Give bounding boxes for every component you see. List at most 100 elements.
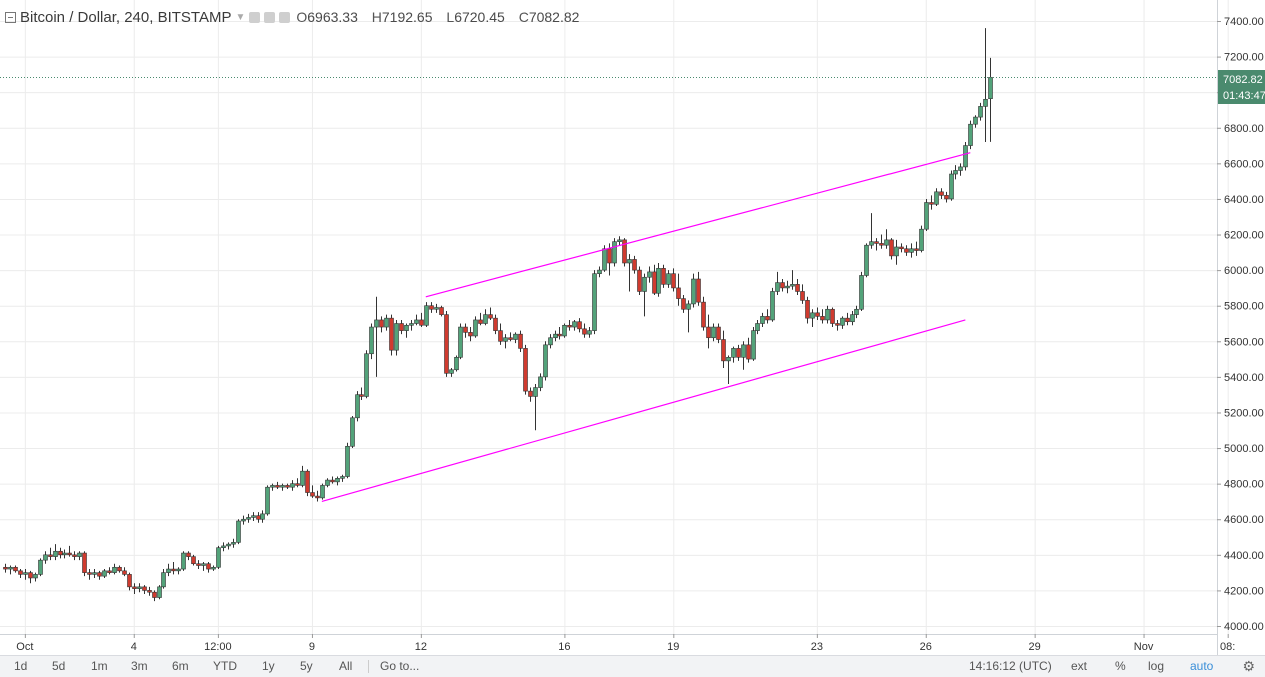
candle[interactable] (953, 165, 958, 180)
candle[interactable] (755, 319, 760, 335)
candle[interactable] (854, 305, 859, 319)
candle[interactable] (508, 332, 513, 342)
candle[interactable] (241, 515, 246, 525)
candle[interactable] (795, 279, 800, 296)
candle[interactable] (830, 307, 835, 328)
candle[interactable] (567, 319, 572, 331)
candle[interactable] (127, 572, 132, 591)
candle[interactable] (3, 563, 8, 573)
candle[interactable] (449, 367, 454, 377)
candle[interactable] (43, 551, 48, 564)
eye-icon[interactable] (249, 11, 261, 23)
candle[interactable] (176, 567, 181, 575)
candle[interactable] (186, 551, 191, 561)
candle[interactable] (285, 483, 290, 489)
candle[interactable] (736, 344, 741, 361)
candle[interactable] (557, 327, 562, 340)
range-button-1d[interactable]: 1d (14, 659, 28, 673)
candle[interactable] (919, 225, 924, 253)
candle[interactable] (894, 239, 899, 265)
candle[interactable] (810, 309, 815, 328)
candle[interactable] (157, 585, 162, 600)
candle[interactable] (978, 102, 983, 121)
candle[interactable] (473, 316, 478, 338)
candle[interactable] (191, 554, 196, 566)
candle[interactable] (647, 266, 652, 283)
candle[interactable] (785, 280, 790, 294)
candle[interactable] (18, 569, 23, 578)
candle[interactable] (444, 311, 449, 377)
candle[interactable] (721, 330, 726, 368)
candle[interactable] (379, 316, 384, 333)
candle[interactable] (691, 273, 696, 308)
candle[interactable] (305, 469, 310, 497)
auto-toggle[interactable]: auto (1190, 659, 1214, 673)
candle[interactable] (211, 565, 216, 571)
candle[interactable] (226, 542, 231, 550)
clock-readout[interactable]: 14:16:12 (UTC) (969, 659, 1052, 673)
candle[interactable] (355, 391, 360, 422)
candle[interactable] (265, 485, 270, 516)
candle[interactable] (132, 583, 137, 594)
candle[interactable] (122, 567, 127, 577)
candle[interactable] (676, 273, 681, 306)
candle[interactable] (934, 188, 939, 207)
candle[interactable] (221, 542, 226, 552)
candle[interactable] (498, 323, 503, 345)
candle[interactable] (706, 314, 711, 349)
candle[interactable] (825, 305, 830, 324)
candle[interactable] (251, 512, 256, 522)
chevron-down-icon[interactable]: ▼ (235, 11, 246, 23)
time-axis[interactable]: Oct 4 12:00 9 12 16 19 23 26 29 Nov 08: (16, 634, 1235, 653)
percent-toggle[interactable]: % (1115, 659, 1126, 673)
candle[interactable] (845, 312, 850, 326)
channel-lines[interactable] (321, 152, 971, 503)
goto-button[interactable]: Go to... (380, 659, 420, 673)
candle[interactable] (884, 229, 889, 249)
candle[interactable] (389, 314, 394, 356)
candle[interactable] (850, 311, 855, 326)
candle[interactable] (246, 513, 251, 523)
candle[interactable] (983, 28, 988, 142)
candle[interactable] (206, 561, 211, 573)
candle[interactable] (13, 565, 18, 573)
candle[interactable] (87, 569, 92, 580)
candle[interactable] (409, 319, 414, 331)
candle[interactable] (899, 243, 904, 253)
candle[interactable] (800, 284, 805, 304)
candle[interactable] (518, 330, 523, 352)
candle[interactable] (384, 314, 389, 331)
candle[interactable] (780, 279, 785, 292)
candle[interactable] (929, 195, 934, 210)
candle[interactable] (746, 337, 751, 363)
range-button-ytd[interactable]: YTD (213, 659, 237, 673)
candle[interactable] (216, 545, 221, 570)
candle[interactable] (107, 567, 112, 575)
candle[interactable] (23, 569, 28, 580)
candle[interactable] (701, 296, 706, 331)
candle[interactable] (666, 270, 671, 288)
candle[interactable] (62, 549, 67, 559)
candle[interactable] (419, 312, 424, 328)
candle[interactable] (315, 490, 320, 502)
candle[interactable] (310, 485, 315, 498)
candle[interactable] (97, 570, 102, 580)
candle[interactable] (48, 547, 53, 561)
candle[interactable] (137, 583, 142, 593)
candle[interactable] (642, 273, 647, 317)
candle[interactable] (493, 314, 498, 335)
candle[interactable] (399, 319, 404, 335)
candle[interactable] (538, 373, 543, 392)
candle[interactable] (533, 384, 538, 431)
candle[interactable] (161, 569, 166, 589)
candle[interactable] (924, 198, 929, 231)
candle[interactable] (350, 416, 355, 449)
close-icon[interactable] (279, 11, 291, 23)
candle[interactable] (751, 327, 756, 361)
candle[interactable] (587, 327, 592, 338)
candle[interactable] (879, 234, 884, 249)
candle[interactable] (548, 334, 553, 349)
candle[interactable] (760, 312, 765, 328)
candle[interactable] (181, 551, 186, 571)
